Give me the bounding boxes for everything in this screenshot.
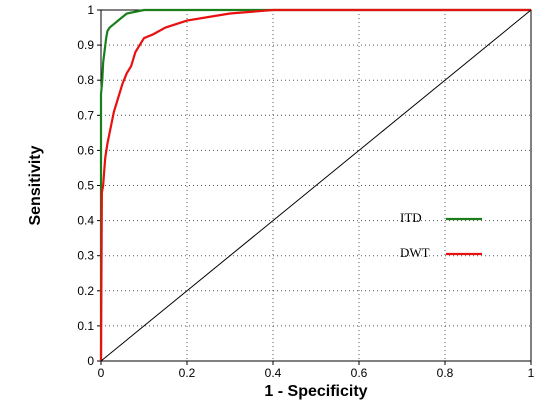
y-tick-label: 0.3 — [77, 249, 94, 263]
y-tick-label: 0.4 — [77, 214, 94, 228]
reference-diagonal-line — [100, 9, 532, 362]
y-tick-label: 0.1 — [77, 319, 94, 333]
legend-label-dwt: DWT — [400, 245, 430, 260]
y-tick-label: 0.2 — [77, 284, 94, 298]
y-tick-label: 0.9 — [77, 38, 94, 52]
y-tick-label: 0.5 — [77, 179, 94, 193]
y-tick-label: 0.8 — [77, 73, 94, 87]
series-line-dwt — [99, 8, 531, 362]
y-tick-label: 0.7 — [77, 108, 94, 122]
x-tick-label: 0.2 — [179, 366, 196, 380]
legend: ITD DWT — [400, 210, 482, 260]
legend-label-itd: ITD — [400, 210, 422, 225]
x-tick-label: 0.4 — [265, 366, 282, 380]
x-axis-title: 1 - Specificity — [264, 383, 367, 400]
x-tick-label: 0.6 — [351, 366, 368, 380]
x-tick-label: 0.8 — [437, 366, 454, 380]
x-tick-label: 1 — [528, 366, 535, 380]
y-tick-label: 0 — [87, 354, 94, 368]
chart-grid — [101, 10, 531, 361]
y-axis-title: Sensitivity — [27, 145, 44, 225]
x-tick-label: 0 — [98, 366, 105, 380]
series-layer — [99, 8, 532, 362]
series-line-itd — [99, 8, 531, 361]
axis-ticks: 0 0.2 0.4 0.6 0.8 1 0 0.1 0.2 0.3 0.4 0.5 0.6 0.7 0.8 0… — [77, 3, 534, 380]
y-tick-label: 1 — [87, 3, 94, 17]
y-tick-label: 0.6 — [77, 143, 94, 157]
